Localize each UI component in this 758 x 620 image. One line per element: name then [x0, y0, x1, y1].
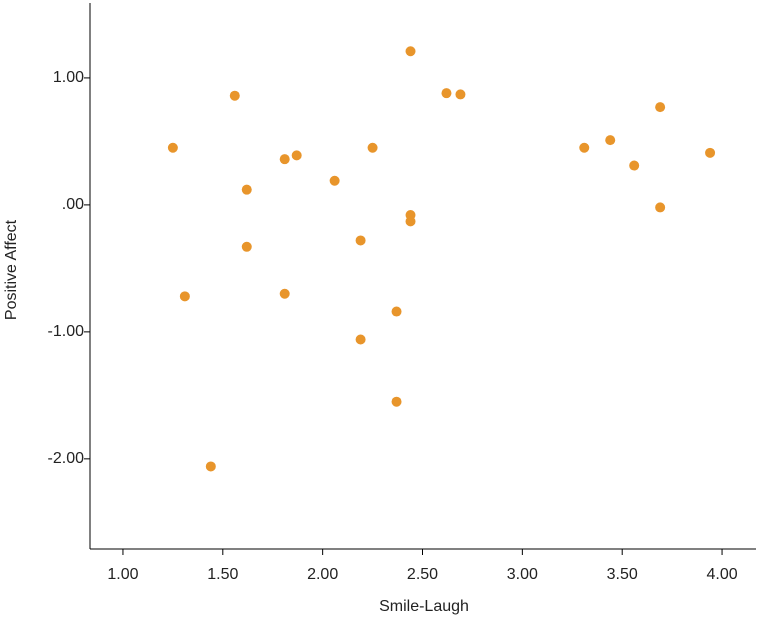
y-tick-label: -2.00 — [48, 450, 85, 467]
point — [241, 184, 252, 195]
point — [241, 241, 252, 252]
point — [329, 175, 340, 186]
point — [405, 216, 416, 227]
point — [629, 160, 640, 171]
point — [179, 291, 190, 302]
x-tick-label: 3.50 — [607, 566, 638, 583]
x-tick-label: 2.00 — [307, 566, 338, 583]
point — [355, 334, 366, 345]
y-axis-title: Positive Affect — [3, 219, 20, 320]
point — [391, 306, 402, 317]
x-tick-label: 3.00 — [507, 566, 538, 583]
y-tick-label: .00 — [62, 196, 84, 213]
point — [355, 235, 366, 246]
point — [291, 150, 302, 161]
y-tick-label: -1.00 — [48, 323, 85, 340]
point — [229, 90, 240, 101]
point — [405, 46, 416, 57]
point — [441, 88, 452, 99]
x-tick-label: 1.50 — [207, 566, 238, 583]
point — [167, 142, 178, 153]
x-tick-label: 4.00 — [706, 566, 737, 583]
point — [279, 288, 290, 299]
point — [391, 396, 402, 407]
point — [455, 89, 466, 100]
x-tick-label: 1.00 — [107, 566, 138, 583]
point — [579, 142, 590, 153]
y-tick-label: 1.00 — [53, 69, 84, 86]
point — [279, 154, 290, 165]
point — [655, 102, 666, 113]
point — [705, 147, 716, 158]
x-tick-label: 2.50 — [407, 566, 438, 583]
point — [655, 202, 666, 213]
point — [205, 461, 216, 472]
point — [605, 135, 616, 146]
point — [367, 142, 378, 153]
x-axis-title: Smile-Laugh — [379, 598, 469, 615]
